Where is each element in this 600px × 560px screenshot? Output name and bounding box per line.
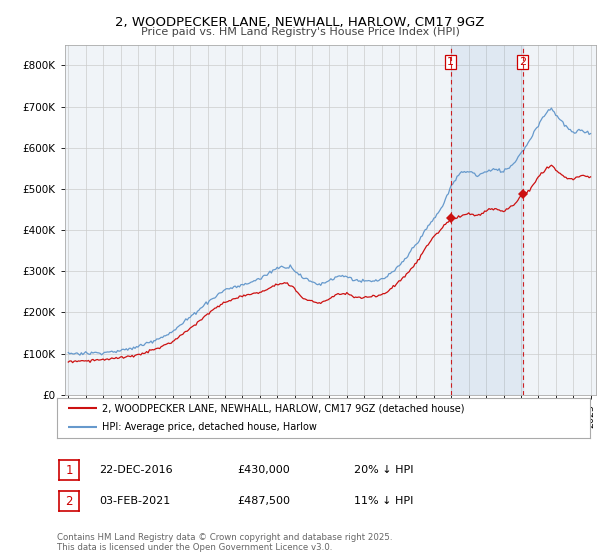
Text: 20% ↓ HPI: 20% ↓ HPI [354, 465, 413, 475]
Text: £487,500: £487,500 [237, 496, 290, 506]
Text: 1: 1 [447, 57, 454, 67]
Text: 2, WOODPECKER LANE, NEWHALL, HARLOW, CM17 9GZ (detached house): 2, WOODPECKER LANE, NEWHALL, HARLOW, CM1… [102, 404, 465, 413]
Text: Contains HM Land Registry data © Crown copyright and database right 2025.: Contains HM Land Registry data © Crown c… [57, 533, 392, 542]
Text: 2, WOODPECKER LANE, NEWHALL, HARLOW, CM17 9GZ: 2, WOODPECKER LANE, NEWHALL, HARLOW, CM1… [115, 16, 485, 29]
Text: 22-DEC-2016: 22-DEC-2016 [99, 465, 173, 475]
Text: 1: 1 [65, 464, 73, 477]
Text: Price paid vs. HM Land Registry's House Price Index (HPI): Price paid vs. HM Land Registry's House … [140, 27, 460, 37]
Text: 03-FEB-2021: 03-FEB-2021 [99, 496, 170, 506]
Text: £430,000: £430,000 [237, 465, 290, 475]
Text: 11% ↓ HPI: 11% ↓ HPI [354, 496, 413, 506]
Text: This data is licensed under the Open Government Licence v3.0.: This data is licensed under the Open Gov… [57, 543, 332, 552]
Bar [451, 45, 523, 395]
Text: 2: 2 [65, 494, 73, 508]
Text: HPI: Average price, detached house, Harlow: HPI: Average price, detached house, Harl… [102, 422, 317, 432]
Text: 2: 2 [519, 57, 526, 67]
